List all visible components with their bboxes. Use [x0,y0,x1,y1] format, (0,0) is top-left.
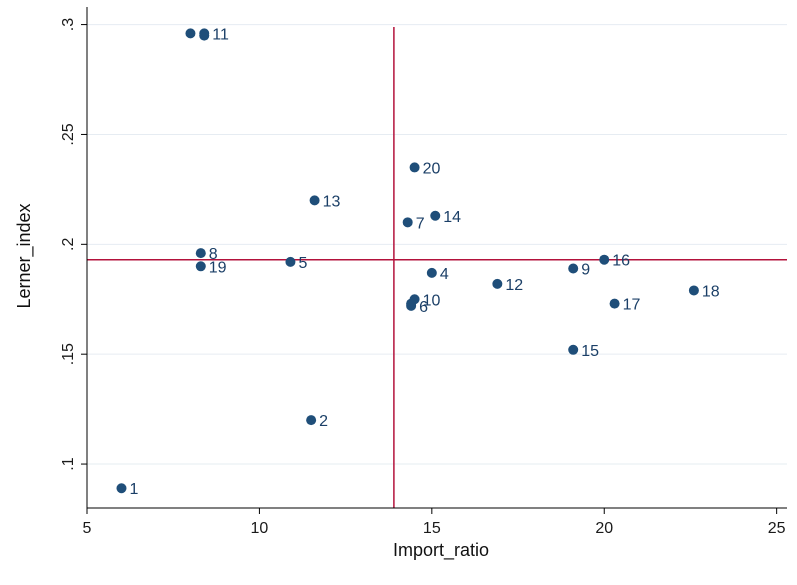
y-tick-label: .2 [60,238,77,251]
y-tick-label: .25 [60,123,77,145]
x-tick-label: 5 [83,520,92,537]
data-point-label: 7 [416,215,425,232]
y-axis-title: Lerner_index [14,203,35,308]
data-point-label: 20 [423,160,441,177]
data-point [309,195,320,206]
data-point [492,278,503,289]
data-point-label: 1 [129,481,138,498]
data-point [195,261,206,272]
data-point-label: 16 [612,253,630,270]
data-point [116,483,127,494]
y-tick-label: .1 [60,457,77,470]
data-point [402,217,413,228]
data-point-label: 14 [443,209,461,226]
data-point-label: 5 [298,255,307,272]
data-point [568,263,579,274]
data-point-label: 4 [440,266,449,283]
axes: .1.15.2.25.35 10 15 20 25 [60,7,787,537]
data-point [199,30,210,41]
data-point-label: 17 [623,297,641,314]
data-point [185,28,196,39]
data-point-label: 8 [209,246,218,263]
y-tick-label: .15 [60,343,77,365]
data-point-label: 11 [212,26,229,43]
data-point [426,267,437,278]
data-point-label: 2 [319,413,328,430]
data-point [195,248,206,259]
data-point-label: 12 [505,277,523,294]
data-point-label: 13 [323,193,341,210]
data-point-label: 6 [419,299,428,316]
data-point-label: 18 [702,283,720,300]
x-tick-label: 10 [251,520,269,537]
data-point-label: 10 [423,292,441,309]
y-tick-label: .3 [60,18,77,31]
data-point [599,254,610,265]
data-point-label: 19 [209,259,227,276]
points-layer [116,28,699,494]
x-tick-label: 25 [768,520,786,537]
data-point [568,344,579,355]
data-point-label: 15 [581,343,599,360]
x-tick-label: 15 [423,520,441,537]
data-point [409,162,420,173]
data-point [406,298,417,309]
data-point [285,256,296,267]
data-point-label: 9 [581,261,590,278]
x-tick-label: 20 [595,520,613,537]
data-point [609,298,620,309]
data-point [306,415,317,426]
data-point [430,210,441,221]
grid-layer [87,24,787,465]
x-axis-title: Import_ratio [393,540,489,561]
reference-lines [87,27,787,508]
data-point [688,285,699,296]
